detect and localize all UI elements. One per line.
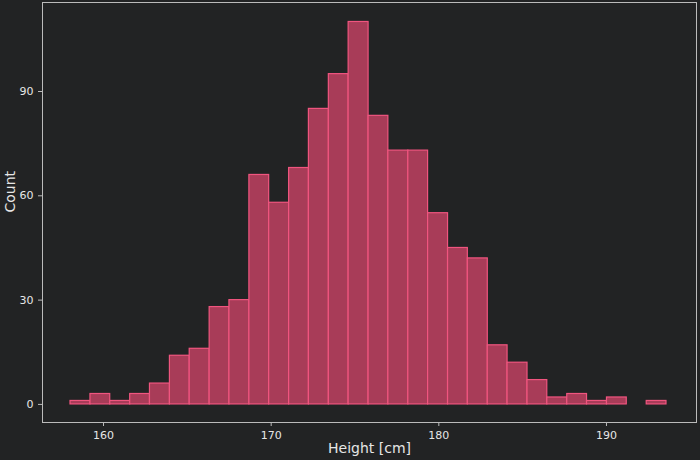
svg-text:30: 30 xyxy=(20,294,34,307)
svg-text:190: 190 xyxy=(596,429,617,442)
svg-text:90: 90 xyxy=(20,85,34,98)
svg-text:0: 0 xyxy=(27,398,34,411)
svg-text:170: 170 xyxy=(261,429,282,442)
svg-text:60: 60 xyxy=(20,189,34,202)
svg-text:Count: Count xyxy=(2,170,18,212)
svg-text:180: 180 xyxy=(428,429,449,442)
svg-text:Height [cm]: Height [cm] xyxy=(328,440,411,456)
svg-text:160: 160 xyxy=(93,429,114,442)
